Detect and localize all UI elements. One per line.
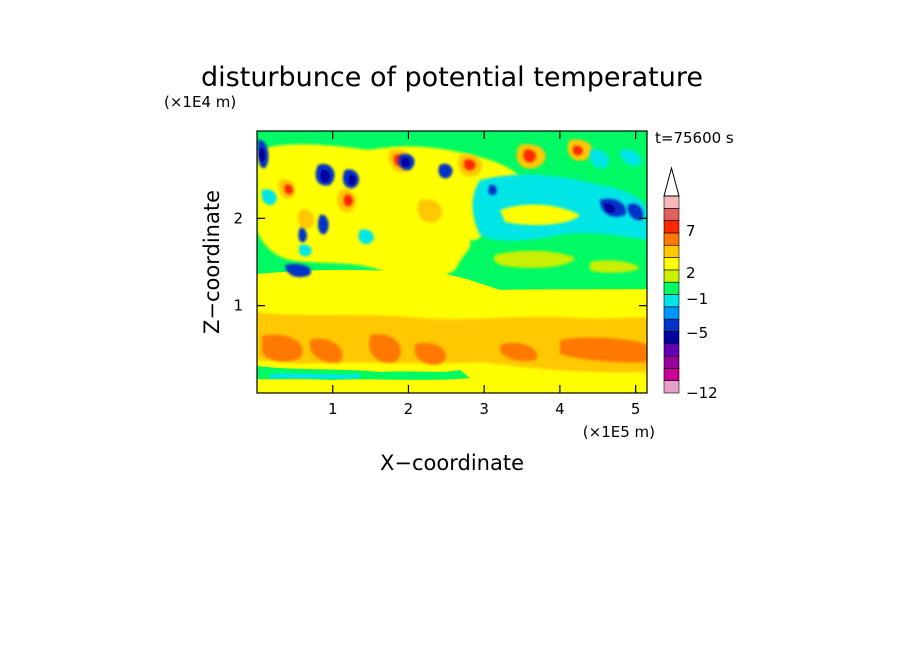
colorbar-tick-label: −5 — [686, 324, 708, 342]
colorbar-swatch — [663, 318, 680, 332]
y-axis-ticks: 12 — [233, 209, 647, 315]
right-yellow-lens — [493, 250, 640, 273]
surface-yellow-strip — [257, 380, 647, 393]
colorbar-swatch — [663, 368, 680, 381]
contour-field — [257, 131, 647, 393]
colorbar-tick-label: 2 — [686, 264, 696, 282]
x-tick-label: 5 — [631, 400, 641, 418]
y-tick-label: 1 — [233, 297, 243, 315]
colorbar-swatch — [663, 257, 680, 271]
x-axis-unit: (×1E5 m) — [583, 423, 655, 441]
colorbar-swatch — [663, 269, 680, 283]
x-axis-label: X−coordinate — [380, 451, 524, 475]
colorbar-swatch — [663, 331, 680, 345]
colorbar-swatch — [663, 232, 680, 246]
chart-title: disturbunce of potential temperature — [201, 62, 703, 93]
upper-orange-cells — [278, 139, 593, 229]
colorbar-swatch — [663, 355, 680, 369]
colorbar-swatch — [663, 195, 680, 209]
mid-yellow-band — [257, 269, 647, 302]
colorbar-swatch — [663, 380, 680, 394]
colorbar-swatch — [663, 343, 680, 357]
colorbar-swatch — [663, 244, 680, 258]
colorbar-tick-label: 7 — [686, 222, 696, 240]
right-cyan-band — [472, 174, 647, 241]
x-tick-label: 4 — [555, 400, 565, 418]
colorbar-extend-arrow — [663, 166, 680, 197]
time-label: t=75600 s — [655, 129, 734, 147]
lower-cyan-streak — [270, 373, 360, 379]
lower-warm-core — [257, 312, 647, 373]
cold-blue-cells — [257, 139, 644, 278]
colorbar: 7 2 −1 −5 −12 — [663, 166, 718, 402]
colorbar-tick-label: −12 — [686, 384, 718, 402]
y-axis-label: Z−coordinate — [200, 190, 224, 334]
x-axis-ticks: 1 2 3 4 5 — [328, 131, 640, 418]
x-tick-label: 3 — [479, 400, 489, 418]
colorbar-swatch — [663, 220, 680, 234]
x-tick-label: 1 — [328, 400, 338, 418]
cold-cyan-streaks — [261, 149, 642, 257]
x-tick-label: 2 — [404, 400, 414, 418]
colorbar-swatch — [663, 294, 680, 308]
colorbar-swatch — [663, 306, 680, 320]
y-tick-label: 2 — [233, 209, 243, 227]
plot-frame — [256, 130, 648, 394]
lower-orange-patches — [262, 334, 647, 365]
colorbar-swatch — [663, 281, 680, 295]
colorbar-tick-label: −1 — [686, 290, 708, 308]
colorbar-swatch — [663, 208, 680, 221]
y-axis-unit: (×1E4 m) — [164, 93, 236, 111]
right-yellow-wave — [500, 204, 580, 226]
